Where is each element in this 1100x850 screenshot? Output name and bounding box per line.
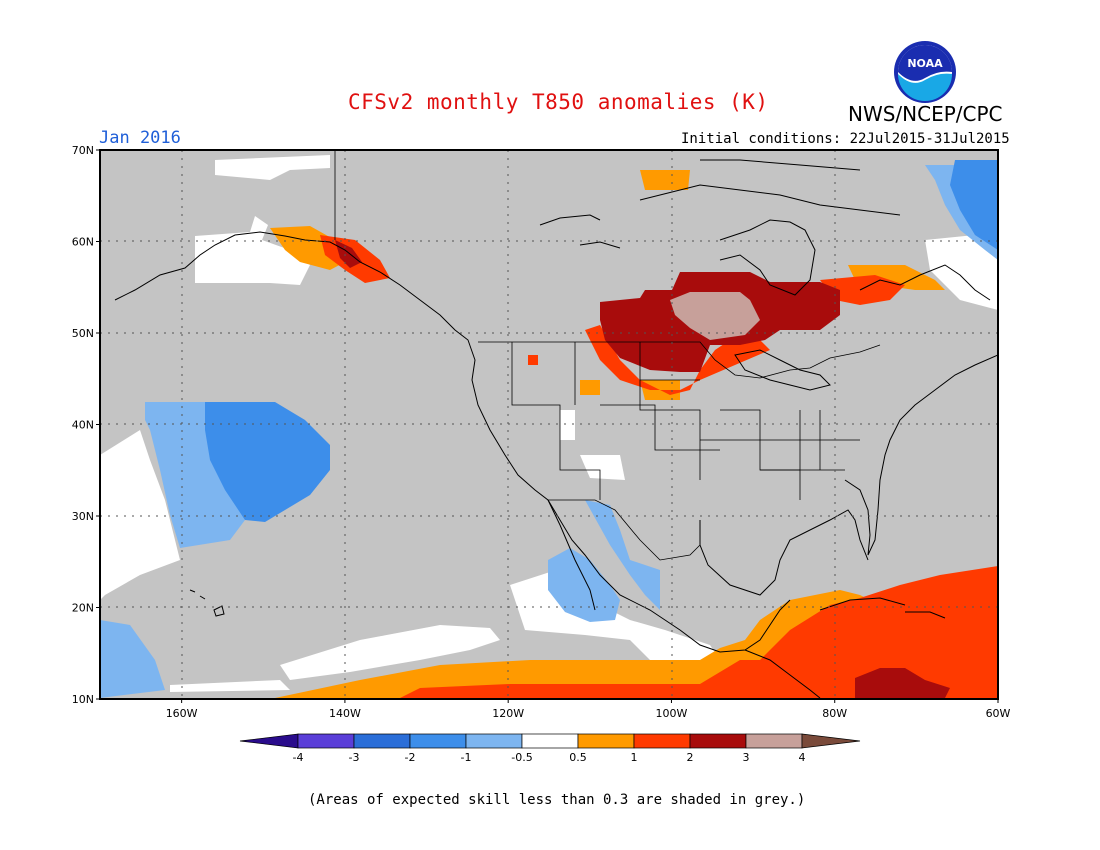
lat-tick-label: 70N xyxy=(72,144,94,157)
colorbar-segment xyxy=(521,733,579,749)
colorbar: -4 -3 -2 -1 -0.5 0.5 1 2 3 4 xyxy=(239,733,861,764)
colorbar-segment xyxy=(353,733,411,749)
colorbar-label: 4 xyxy=(799,751,806,764)
lon-tick-label: 100W xyxy=(656,707,688,720)
lat-tick-label: 40N xyxy=(72,419,94,432)
anomaly-layer xyxy=(100,155,998,698)
lon-tick-label: 120W xyxy=(492,707,524,720)
colorbar-segment xyxy=(633,733,691,749)
lat-ticks: 70N 60N 50N 40N 30N 20N 10N xyxy=(72,144,100,706)
colorbar-segment xyxy=(801,733,861,749)
colorbar-label: 3 xyxy=(743,751,750,764)
lon-tick-label: 140W xyxy=(329,707,361,720)
chart-title: CFSv2 monthly T850 anomalies (K) xyxy=(348,90,769,114)
colorbar-segment xyxy=(465,733,523,749)
colorbar-segment xyxy=(689,733,747,749)
forecast-month: Jan 2016 xyxy=(99,128,181,148)
colorbar-label: 2 xyxy=(687,751,694,764)
lat-tick-label: 30N xyxy=(72,510,94,523)
initial-conditions: Initial conditions: 22Jul2015-31Jul2015 xyxy=(681,131,1010,147)
colorbar-segment xyxy=(577,733,635,749)
lat-tick-label: 60N xyxy=(72,236,94,249)
colorbar-segment xyxy=(239,733,299,749)
colorbar-label: 0.5 xyxy=(569,751,587,764)
lat-tick-label: 20N xyxy=(72,602,94,615)
lat-tick-label: 10N xyxy=(72,693,94,706)
colorbar-segment xyxy=(297,733,355,749)
colorbar-label: -4 xyxy=(293,751,304,764)
lat-tick-label: 50N xyxy=(72,327,94,340)
colorbar-segment xyxy=(409,733,467,749)
colorbar-segment xyxy=(745,733,803,749)
noaa-logo-icon: NOAA xyxy=(894,41,956,103)
lon-tick-label: 160W xyxy=(166,707,198,720)
colorbar-label: -0.5 xyxy=(511,751,532,764)
lon-tick-label: 60W xyxy=(986,707,1011,720)
skill-footnote: (Areas of expected skill less than 0.3 a… xyxy=(308,792,806,808)
logo-text: NOAA xyxy=(907,57,943,70)
gridlines xyxy=(100,150,998,699)
colorbar-label: -2 xyxy=(405,751,416,764)
colorbar-label: 1 xyxy=(631,751,638,764)
org-label: NWS/NCEP/CPC xyxy=(848,102,1003,126)
lon-ticks: 160W 140W 120W 100W 80W 60W xyxy=(166,699,1011,720)
lon-tick-label: 80W xyxy=(822,707,847,720)
colorbar-label: -3 xyxy=(349,751,360,764)
colorbar-label: -1 xyxy=(461,751,472,764)
coastlines xyxy=(114,159,998,699)
borders xyxy=(334,150,881,561)
